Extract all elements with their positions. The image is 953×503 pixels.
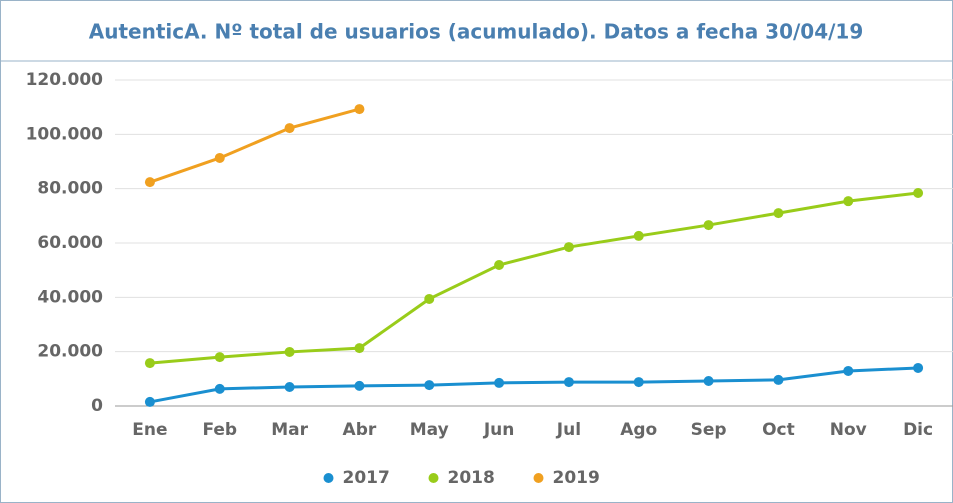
data-point bbox=[284, 346, 295, 357]
y-tick-label: 60.000 bbox=[37, 233, 103, 253]
x-tick-label: Feb bbox=[202, 420, 237, 440]
legend-marker bbox=[533, 473, 544, 483]
data-point bbox=[563, 242, 574, 253]
data-point bbox=[563, 377, 574, 388]
data-point bbox=[284, 123, 295, 134]
x-tick-label: Ago bbox=[620, 420, 657, 440]
data-point bbox=[843, 365, 854, 376]
series-line bbox=[149, 191, 919, 365]
data-point bbox=[424, 293, 435, 304]
x-tick-label: Mar bbox=[271, 420, 308, 440]
data-point bbox=[843, 196, 854, 207]
y-tick-label: 100.000 bbox=[26, 124, 104, 144]
chart-title: AutenticA. Nº total de usuarios (acumula… bbox=[89, 20, 864, 44]
data-point bbox=[773, 208, 784, 219]
data-point bbox=[494, 377, 505, 388]
x-tick-label: Dic bbox=[903, 420, 933, 440]
data-point bbox=[913, 362, 924, 373]
data-point bbox=[144, 396, 155, 407]
legend-label: 2017 bbox=[343, 468, 390, 488]
series-line bbox=[149, 107, 360, 184]
data-point bbox=[214, 352, 225, 363]
y-tick-label: 20.000 bbox=[37, 342, 103, 362]
x-tick-label: Ene bbox=[132, 420, 167, 440]
y-tick-label: 0 bbox=[91, 396, 103, 416]
data-point bbox=[494, 260, 505, 271]
data-point bbox=[703, 220, 714, 231]
y-tick-label: 40.000 bbox=[37, 287, 103, 307]
x-tick-label: Abr bbox=[343, 420, 377, 440]
data-point bbox=[144, 358, 155, 369]
legend-marker bbox=[428, 473, 439, 483]
data-point bbox=[773, 374, 784, 385]
data-point bbox=[214, 383, 225, 394]
y-tick-label: 80.000 bbox=[37, 179, 103, 199]
legend-label: 2018 bbox=[448, 468, 495, 488]
data-point bbox=[144, 177, 155, 188]
x-tick-label: May bbox=[410, 420, 449, 440]
legend-marker bbox=[323, 473, 334, 483]
series-line bbox=[149, 366, 919, 404]
data-point bbox=[633, 377, 644, 388]
data-point bbox=[703, 376, 714, 387]
data-point bbox=[214, 152, 225, 163]
x-tick-label: Nov bbox=[830, 420, 867, 440]
data-point bbox=[354, 104, 365, 115]
x-tick-label: Oct bbox=[762, 420, 795, 440]
data-point bbox=[633, 230, 644, 241]
data-point bbox=[913, 188, 924, 199]
legend-label: 2019 bbox=[553, 468, 600, 488]
x-tick-label: Sep bbox=[691, 420, 727, 440]
data-point bbox=[354, 343, 365, 354]
data-point bbox=[284, 381, 295, 392]
x-tick-label: Jun bbox=[483, 420, 515, 440]
x-tick-label: Jul bbox=[556, 420, 581, 440]
data-point bbox=[354, 380, 365, 391]
y-tick-label: 120.000 bbox=[26, 70, 104, 90]
data-point bbox=[424, 380, 435, 391]
